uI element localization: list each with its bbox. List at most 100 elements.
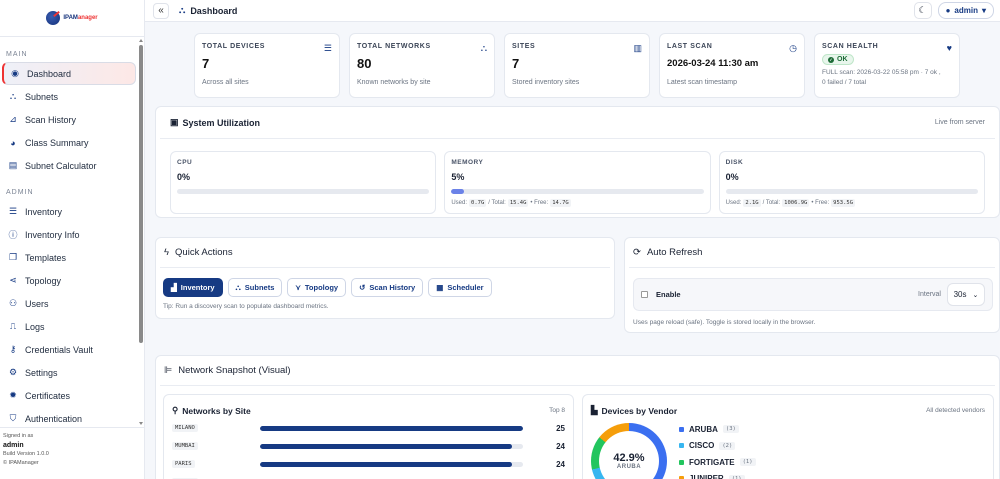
copyright: © IPAManager — [3, 460, 39, 466]
sidebar-item-templates[interactable]: ❐ Templates — [8, 252, 67, 263]
enable-checkbox[interactable] — [641, 291, 648, 298]
build-version: Build Version 1.0.0 — [3, 451, 49, 457]
sidebar-item-settings[interactable]: ⚙ Settings — [8, 367, 58, 378]
networks-by-site-header: ⚲ Networks by Site Top 8 — [172, 405, 565, 416]
stat-card-scan-health: SCAN HEALTH ♥ ✓ OK FULL scan: 2026-03-22 … — [814, 33, 960, 98]
user-circle-icon: ● — [945, 6, 951, 15]
sidebar-nav: MAIN ◉ Dashboard ⛬ Subnets ⊿ Scan History ◕… — [0, 37, 138, 427]
certificate-icon: ✹ — [9, 390, 17, 400]
status-badge: ✓ OK — [822, 54, 854, 65]
gauge-icon: ◉ — [11, 68, 19, 78]
brand-text: IPAManager — [63, 15, 98, 21]
panel-header: ⊫ Network Snapshot (Visual) — [160, 356, 995, 386]
sidebar-item-authentication[interactable]: ⛉ Authentication — [9, 413, 83, 424]
warehouse-icon: ▟ — [171, 283, 177, 292]
history-icon: ↺ — [359, 283, 366, 292]
sidebar-item-certificates[interactable]: ✹ Certificates — [9, 390, 71, 401]
key-icon: ⚷ — [9, 344, 17, 354]
scrollbar-thumb[interactable] — [139, 45, 143, 343]
users-icon: ⚇ — [8, 298, 18, 308]
sidebar-item-inventory[interactable]: ☰ Inventory — [8, 206, 63, 217]
cpu-progress-bar — [177, 189, 430, 194]
check-circle-icon: ✓ — [828, 56, 834, 63]
site-bar — [260, 425, 523, 431]
moon-icon: ☾ — [918, 5, 927, 15]
system-utilization-panel: ▣ System Utilization Live from server CPU … — [155, 106, 1000, 218]
signed-in-footer: Signed in as admin Build Version 1.0.0 ©… — [0, 427, 145, 472]
satellite-icon: ⊿ — [9, 114, 17, 124]
chart-line-icon: ⊫ — [164, 365, 173, 376]
sidebar-item-users[interactable]: ⚇ Users — [8, 298, 49, 309]
sitemap-icon: ⛬ — [179, 5, 186, 15]
heartbeat-icon: ♥ — [946, 43, 952, 53]
server-icon: ☰ — [323, 43, 332, 53]
sidebar-item-topology[interactable]: ⋖ Topology — [9, 275, 62, 286]
sidebar-item-dashboard[interactable]: ◉ Dashboard — [2, 62, 136, 85]
theme-toggle-button[interactable]: ☾ — [913, 2, 932, 19]
sidebar-item-credentials-vault[interactable]: ⚷ Credentials Vault — [9, 344, 93, 355]
quick-action-topology-button[interactable]: ⋎ Topology — [287, 278, 347, 297]
collapse-sidebar-button[interactable]: « — [153, 2, 169, 19]
networks-by-site-card: ⚲ Networks by Site Top 8 MILANO 25 MUMBAI … — [163, 394, 574, 479]
bolt-icon: ϟ — [164, 247, 170, 258]
clone-icon: ❐ — [8, 252, 18, 262]
quick-action-inventory-button[interactable]: ▟ Inventory — [163, 278, 223, 297]
disk-card: DISK 0% Used: 2.1G / Total: 1006.9G • Free: 9… — [718, 151, 985, 214]
sync-icon: ⟳ — [633, 247, 641, 258]
memory-card: MEMORY 5% Used: 0.7G / Total: 15.4G • Free: 1… — [444, 151, 711, 214]
quick-action-scan-history-button[interactable]: ↺ Scan History — [351, 278, 424, 297]
app-logo[interactable]: IPAManager — [0, 0, 144, 37]
devices-by-vendor-card: ▙ Devices by Vendor All detected vendors 4… — [582, 394, 994, 479]
scroll-up-arrow-icon[interactable] — [139, 39, 143, 42]
shield-icon: ⛉ — [9, 413, 17, 423]
auto-refresh-panel: ⟳ Auto Refresh Enable Interval 30s ⌄ Uses … — [624, 237, 1000, 333]
sidebar: IPAManager MAIN ◉ Dashboard ⛬ Subnets ⊿ Sca… — [0, 0, 145, 479]
building-icon: ▥ — [633, 43, 642, 53]
quick-action-scheduler-button[interactable]: ▦ Scheduler — [428, 278, 492, 297]
quick-actions-tip: Tip: Run a discovery scan to populate da… — [163, 303, 329, 310]
sidebar-item-scan-history[interactable]: ⊿ Scan History — [9, 114, 77, 125]
interval-select[interactable]: 30s ⌄ — [947, 283, 985, 306]
microchip-icon: ▣ — [170, 117, 179, 127]
gear-icon: ⚙ — [8, 367, 18, 377]
caret-down-icon: ▾ — [981, 6, 986, 15]
vendor-donut-chart: 42.9% ARUBA — [591, 423, 667, 479]
stat-card-last-scan: LAST SCAN ◷ 2026-03-24 11:30 am Latest s… — [659, 33, 805, 98]
cpu-card: CPU 0% — [170, 151, 437, 214]
calendar-icon: ▦ — [436, 283, 444, 292]
calculator-icon: ▤ — [8, 160, 18, 170]
double-chevron-left-icon: « — [158, 5, 164, 16]
sitemap-icon: ⛬ — [480, 43, 487, 53]
vendor-legend: ARUBA (3) CISCO (2) FORTIGATE (1) JUNIPER (1… — [679, 421, 756, 479]
page-title: ⛬ Dashboard — [179, 5, 238, 16]
interval-label: Interval — [918, 291, 941, 298]
devices-by-vendor-header: ▙ Devices by Vendor All detected vendors — [591, 405, 985, 416]
network-icon: ⋎ — [295, 283, 301, 292]
legend-item: JUNIPER (1) — [679, 471, 756, 479]
sidebar-scrollbar[interactable] — [138, 37, 144, 427]
sidebar-item-class-summary[interactable]: ◕ Class Summary — [0, 131, 138, 154]
site-bar — [260, 443, 523, 449]
sidebar-item-inventory-info[interactable]: ⓘ Inventory Info — [8, 229, 80, 241]
stat-card-sites: SITES ▥ 7 Stored inventory sites — [504, 33, 650, 98]
sidebar-item-logs[interactable]: ⎍ Logs — [9, 321, 45, 332]
sidebar-item-subnet-calculator[interactable]: ▤ Subnet Calculator — [8, 160, 97, 171]
site-row: MUMBAI 24 — [172, 440, 565, 452]
topbar: « ⛬ Dashboard ☾ ● admin ▾ — [145, 0, 1000, 22]
section-main-title: MAIN — [6, 51, 28, 58]
info-icon: ⓘ — [8, 230, 18, 240]
panel-header: ⟳ Auto Refresh — [629, 238, 995, 268]
user-menu-button[interactable]: ● admin ▾ — [937, 2, 994, 19]
wave-icon: ⎍ — [9, 321, 17, 331]
clock-icon: ◷ — [789, 43, 797, 53]
legend-item: ARUBA (3) — [679, 421, 756, 438]
radar-globe-icon — [46, 11, 61, 25]
sidebar-item-subnets[interactable]: ⛬ Subnets — [9, 91, 59, 102]
share-icon: ⋖ — [9, 275, 17, 285]
network-snapshot-panel: ⊫ Network Snapshot (Visual) ⚲ Networks by … — [155, 355, 1000, 479]
enable-label[interactable]: Enable — [656, 290, 681, 299]
quick-action-subnets-button[interactable]: ⛬ Subnets — [227, 278, 283, 297]
network-icon: ⛬ — [9, 91, 17, 101]
pie-icon: ◕ — [10, 137, 16, 148]
scroll-down-arrow-icon[interactable] — [139, 422, 143, 425]
